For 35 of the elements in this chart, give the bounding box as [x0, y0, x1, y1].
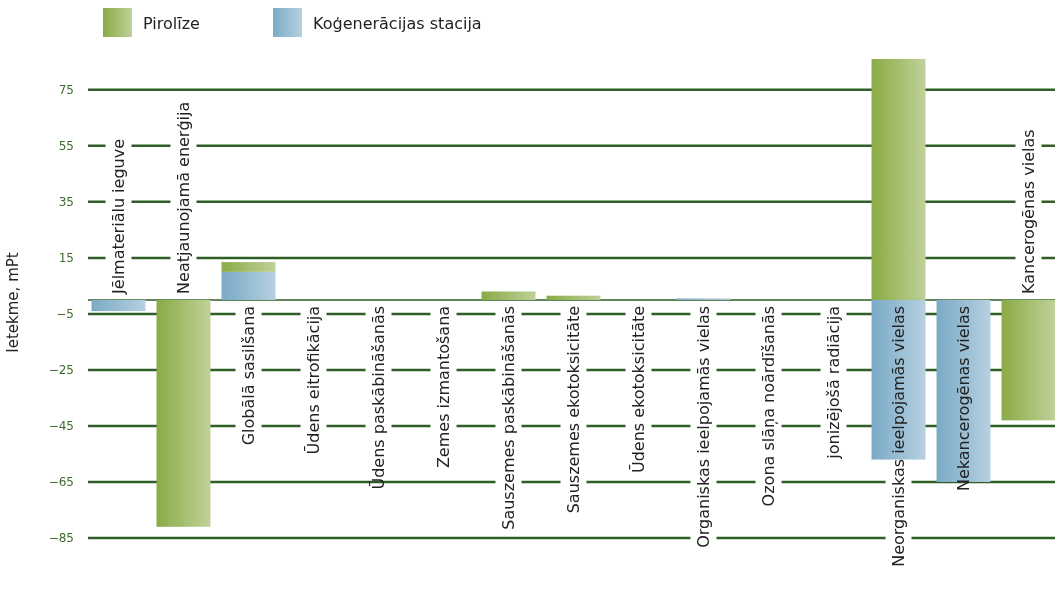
y-tick-label: 35 [58, 195, 74, 210]
bar [91, 299, 146, 312]
legend-label: Koģenerācijas stacija [313, 13, 482, 33]
bar [156, 299, 211, 527]
bar [1001, 299, 1055, 421]
y-tick-label: 15 [58, 251, 74, 266]
y-tick-label: −65 [48, 475, 74, 490]
y-tick-label: −25 [48, 363, 74, 378]
x-tick-label: jonizējošā radiācija [824, 305, 844, 460]
legend-label: Pirolīze [143, 13, 200, 33]
x-tick-label: Ūdens ekotoksicitāte [629, 305, 649, 474]
bar [871, 59, 926, 300]
y-axis-title: Ietekme, mPt [4, 252, 22, 353]
y-tick-label: −45 [48, 419, 74, 434]
bar [546, 295, 601, 300]
y-tick-label: 55 [58, 139, 74, 154]
x-tick-label: Jēlmateriālu ieguve [109, 138, 129, 295]
bar [221, 262, 276, 272]
x-tick-label: Zemes izmantošana [434, 305, 454, 469]
x-tick-label: Ūdens eitrofikācija [304, 305, 324, 455]
bar [481, 291, 536, 300]
x-tick-label: Neatjaunojamā enerģija [174, 101, 194, 294]
x-tick-label: Sauszemes paskābināšanās [499, 305, 519, 530]
x-tick-label: Ūdens paskābināšanās [369, 305, 389, 490]
bar [221, 271, 276, 300]
x-tick-label: Sauszemes ekotoksicitāte [564, 305, 584, 514]
y-tick-label: 75 [58, 83, 74, 98]
x-tick-label: Ozona slāņa noārdīšanās [759, 305, 779, 507]
x-tick-label: Organiskas ieelpojamās vielas [694, 305, 714, 548]
x-tick-label: Nekancerogēnas vielas [954, 305, 974, 492]
y-tick-label: −5 [56, 307, 74, 322]
y-tick-label: −85 [48, 531, 74, 546]
x-tick-label: Globālā sasilšana [239, 305, 259, 446]
x-tick-label: Neorganiskas ieelpojamās vielas [889, 305, 909, 567]
x-tick-label: Kancerogēnas vielas [1019, 129, 1039, 294]
